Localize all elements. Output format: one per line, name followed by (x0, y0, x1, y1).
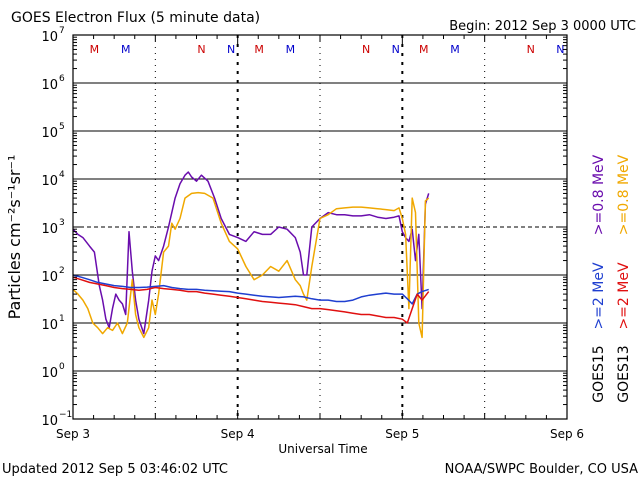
y-tick-base: 10 (41, 126, 58, 141)
updated-timestamp: Updated 2012 Sep 5 03:46:02 UTC (2, 462, 228, 477)
legend-label: GOES13 (616, 345, 632, 402)
y-tick-exponent: 7 (59, 26, 65, 36)
y-tick-label: 10 −1 (41, 410, 72, 429)
mn-marker: M (121, 43, 131, 56)
y-tick-exponent: 3 (59, 218, 65, 228)
y-tick-exponent: 4 (59, 170, 65, 180)
y-tick-exponent: 1 (59, 314, 65, 324)
mn-marker: M (90, 43, 100, 56)
y-tick-label: 10 5 (41, 122, 64, 141)
series-line-0 (72, 171, 430, 335)
x-tick-label: Sep 4 (221, 427, 255, 441)
y-tick-label: 10 2 (41, 266, 64, 285)
mn-marker: M (254, 43, 264, 56)
legend-label: >=2 MeV (616, 262, 632, 330)
x-tick-label: Sep 6 (550, 427, 584, 441)
legend-label: >=0.8 MeV (591, 154, 607, 235)
mn-marker: M (286, 43, 296, 56)
y-tick-label: 10 7 (41, 26, 64, 45)
y-tick-label: 10 4 (41, 170, 65, 189)
y-tick-exponent: 2 (59, 266, 65, 276)
y-tick-base: 10 (41, 366, 58, 381)
mn-marker: N (556, 43, 564, 56)
chart-title: GOES Electron Flux (5 minute data) (11, 10, 260, 26)
y-tick-base: 10 (41, 318, 58, 333)
x-tick-label: Sep 5 (385, 427, 419, 441)
y-tick-exponent: 0 (59, 362, 65, 372)
y-tick-base: 10 (41, 30, 58, 45)
noaa-credit: NOAA/SWPC Boulder, CO USA (445, 462, 638, 477)
x-tick-label: Sep 3 (56, 427, 90, 441)
mn-marker: N (527, 43, 535, 56)
mn-marker: N (227, 43, 235, 56)
y-tick-exponent: 5 (59, 122, 65, 132)
mn-marker: N (197, 43, 205, 56)
mn-marker: M (450, 43, 460, 56)
series-line-1 (72, 191, 430, 339)
y-tick-label: 10 0 (41, 362, 65, 381)
y-tick-exponent: 6 (59, 74, 65, 84)
x-axis-label: Universal Time (278, 442, 367, 456)
mn-marker: M (419, 43, 429, 56)
y-tick-base: 10 (41, 78, 58, 93)
y-tick-label: 10 3 (41, 218, 64, 237)
mn-marker: N (362, 43, 370, 56)
legend-label: >=0.8 MeV (616, 154, 632, 235)
y-tick-base: 10 (41, 270, 58, 285)
y-axis-label: Particles cm⁻²s⁻¹sr⁻¹ (5, 155, 24, 320)
y-tick-base: 10 (41, 174, 58, 189)
y-tick-label: 10 1 (41, 314, 64, 333)
y-tick-base: 10 (41, 414, 58, 429)
y-tick-exponent: −1 (59, 410, 72, 420)
begin-date-label: Begin: 2012 Sep 3 0000 UTC (449, 19, 636, 34)
y-tick-label: 10 6 (41, 74, 65, 93)
mn-marker: N (392, 43, 400, 56)
y-tick-base: 10 (41, 222, 58, 237)
legend-label: GOES15 (591, 345, 607, 402)
series-line-3 (72, 276, 430, 324)
legend-label: >=2 MeV (591, 262, 607, 330)
series-line-2 (72, 274, 429, 305)
